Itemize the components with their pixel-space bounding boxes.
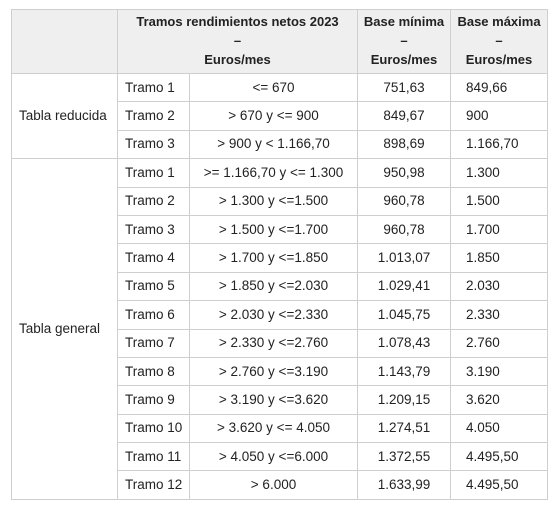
income-range: > 1.700 y <=1.850 — [188, 243, 359, 273]
base-minima-value: 1.013,07 — [357, 243, 452, 273]
table-row: Tramo 7 > 2.330 y <=2.760 1.078,43 2.760 — [12, 328, 549, 358]
header-base-maxima-unit: Euros/mes — [465, 51, 533, 67]
income-range: > 2.330 y <=2.760 — [188, 328, 359, 358]
base-minima-value: 950,98 — [357, 158, 452, 188]
header-base-maxima-title: Base máxima — [457, 14, 541, 30]
base-maxima-value: 3.190 — [450, 356, 549, 387]
income-range: > 1.500 y <=1.700 — [188, 214, 359, 245]
header-base-maxima: Base máxima – Euros/mes — [450, 9, 549, 74]
base-minima-value: 1.045,75 — [357, 300, 452, 330]
header-tramos-dash: – — [233, 33, 242, 49]
table-header-row: Tramos rendimientos netos 2023 – Euros/m… — [11, 9, 549, 74]
income-range: > 2.030 y <=2.330 — [188, 300, 359, 330]
base-maxima-value: 4.495,50 — [450, 442, 549, 472]
income-range: > 670 y <= 900 — [188, 101, 359, 131]
header-tramos-unit: Euros/mes — [204, 51, 271, 67]
table-row: Tramo 6 > 2.030 y <=2.330 1.045,75 2.330 — [12, 300, 549, 330]
header-tramos-title: Tramos rendimientos netos 2023 — [136, 14, 339, 30]
base-minima-value: 960,78 — [357, 214, 452, 245]
tramo-label: Tramo 3 — [117, 214, 190, 245]
tramo-label: Tramo 9 — [117, 385, 190, 415]
base-minima-value: 898,69 — [357, 129, 452, 160]
base-minima-value: 751,63 — [357, 72, 452, 103]
base-minima-value: 1.209,15 — [357, 385, 452, 415]
base-maxima-value: 1.700 — [450, 214, 549, 245]
table-row: Tabla reducida Tramo 1 <= 670 751,63 849,66 — [11, 72, 549, 160]
base-maxima-value: 2.330 — [450, 300, 549, 330]
header-corner — [11, 9, 118, 74]
header-base-minima: Base mínima – Euros/mes — [357, 9, 452, 74]
base-minima-value: 960,78 — [357, 186, 452, 216]
base-maxima-value: 1.300 — [450, 158, 549, 188]
contribution-bases-table: Tramos rendimientos netos 2023 – Euros/m… — [11, 9, 549, 500]
header-base-minima-title: Base mínima — [363, 14, 445, 30]
tramo-label: Tramo 10 — [117, 413, 190, 444]
table-row: Tramo 4 > 1.700 y <=1.850 1.013,07 1.850 — [12, 243, 549, 273]
base-minima-value: 1.633,99 — [357, 470, 452, 500]
tramo-label: Tramo 11 — [117, 442, 190, 472]
base-maxima-value: 4.495,50 — [450, 470, 549, 500]
base-minima-value: 849,67 — [357, 101, 452, 131]
income-range: > 3.620 y <= 4.050 — [188, 413, 359, 444]
table-row: Tramo 11 > 4.050 y <=6.000 1.372,55 4.495,5… — [12, 442, 549, 472]
table-row: Tramo 12 > 6.000 1.633,99 4.495,50 — [12, 470, 549, 500]
tramo-label: Tramo 12 — [117, 470, 190, 500]
income-range: > 2.760 y <=3.190 — [188, 356, 359, 387]
table-row: Tramo 2 > 670 y <= 900 849,67 900 — [12, 101, 549, 131]
base-maxima-value: 3.620 — [450, 385, 549, 415]
income-range: > 900 y < 1.166,70 — [188, 129, 359, 160]
base-maxima-value: 4.050 — [450, 413, 549, 444]
header-base-maxima-dash: – — [495, 33, 503, 49]
tramo-label: Tramo 6 — [117, 300, 190, 330]
tramo-label: Tramo 3 — [117, 129, 190, 160]
income-range: > 1.300 y <=1.500 — [188, 186, 359, 216]
income-range: >= 1.166,70 y <= 1.300 — [188, 158, 359, 188]
base-maxima-value: 900 — [450, 101, 549, 131]
income-range: > 1.850 y <=2.030 — [188, 271, 359, 302]
base-maxima-value: 1.166,70 — [450, 129, 549, 160]
group-label: Tabla general — [11, 158, 118, 500]
table-row: Tabla general Tramo 1 >= 1.166,70 y <= 1.3… — [11, 158, 549, 500]
table-body: Tabla reducida Tramo 1 <= 670 751,63 849,66 T… — [11, 72, 549, 500]
tramo-label: Tramo 1 — [117, 158, 190, 188]
base-maxima-value: 849,66 — [450, 72, 549, 103]
tramo-label: Tramo 5 — [117, 271, 190, 302]
table-row: Tramo 2 > 1.300 y <=1.500 960,78 1.500 — [12, 186, 549, 216]
tramo-label: Tramo 7 — [117, 328, 190, 358]
header-tramos: Tramos rendimientos netos 2023 – Euros/m… — [116, 9, 359, 74]
base-maxima-value: 1.850 — [450, 243, 549, 273]
income-range: <= 670 — [188, 72, 359, 103]
tramo-label: Tramo 8 — [117, 356, 190, 387]
base-minima-value: 1.029,41 — [357, 271, 452, 302]
income-range: > 3.190 y <=3.620 — [188, 385, 359, 415]
income-range: > 6.000 — [188, 470, 359, 500]
base-minima-value: 1.372,55 — [357, 442, 452, 472]
table-row: Tramo 10 > 3.620 y <= 4.050 1.274,51 4.050 — [12, 413, 549, 444]
base-minima-value: 1.143,79 — [357, 356, 452, 387]
group-label: Tabla reducida — [11, 72, 118, 160]
tramo-label: Tramo 2 — [117, 101, 190, 131]
table-row: Tramo 5 > 1.850 y <=2.030 1.029,41 2.030 — [12, 271, 549, 302]
base-maxima-value: 1.500 — [450, 186, 549, 216]
table-row: Tramo 3 > 900 y < 1.166,70 898,69 1.166,70 — [12, 129, 549, 160]
base-maxima-value: 2.030 — [450, 271, 549, 302]
header-base-minima-dash: – — [400, 33, 408, 49]
base-minima-value: 1.274,51 — [357, 413, 452, 444]
table-row: Tramo 3 > 1.500 y <=1.700 960,78 1.700 — [12, 214, 549, 245]
header-base-minima-unit: Euros/mes — [370, 51, 438, 67]
base-maxima-value: 2.760 — [450, 328, 549, 358]
income-range: > 4.050 y <=6.000 — [188, 442, 359, 472]
tramo-label: Tramo 1 — [117, 72, 190, 103]
tramo-label: Tramo 2 — [117, 186, 190, 216]
tramo-label: Tramo 4 — [117, 243, 190, 273]
base-minima-value: 1.078,43 — [357, 328, 452, 358]
